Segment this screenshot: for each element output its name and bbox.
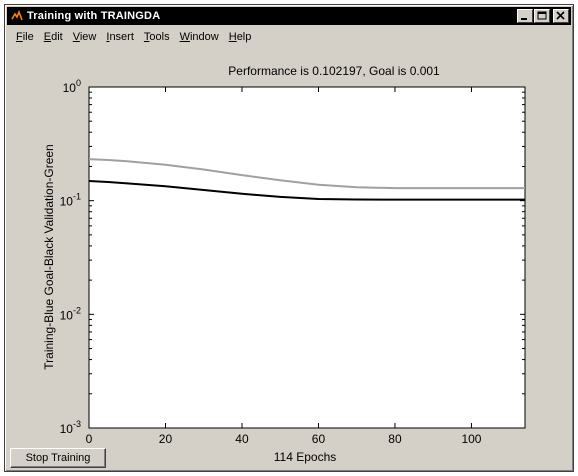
- x-tick-label: 20: [159, 432, 173, 446]
- y-tick-label: 10-3: [60, 419, 81, 436]
- chart-title: Performance is 0.102197, Goal is 0.001: [228, 64, 440, 78]
- title-bar[interactable]: Training with TRAINGDA: [7, 7, 571, 25]
- menu-file[interactable]: File: [16, 31, 34, 43]
- window-title: Training with TRAINGDA: [27, 10, 161, 22]
- minimize-icon: [521, 18, 527, 20]
- x-tick-label: 80: [388, 432, 402, 446]
- x-tick-label: 0: [86, 432, 93, 446]
- x-tick-label: 40: [235, 432, 249, 446]
- maximize-button[interactable]: [534, 9, 550, 23]
- close-button[interactable]: [553, 9, 569, 23]
- series-line-1: [88, 180, 525, 201]
- menu-window[interactable]: Window: [179, 31, 219, 43]
- x-tick-label: 100: [461, 432, 481, 446]
- close-icon: [556, 11, 565, 20]
- y-axis-label: Training-Blue Goal-Black Validation-Gree…: [42, 144, 56, 369]
- menu-view[interactable]: View: [72, 31, 97, 43]
- maximize-icon: [537, 11, 547, 20]
- y-tick-label: 10-1: [60, 192, 81, 209]
- y-tick-label: 100: [63, 78, 81, 95]
- menu-insert[interactable]: Insert: [106, 31, 134, 43]
- menu-edit[interactable]: Edit: [43, 31, 63, 43]
- plot-area: [88, 86, 526, 429]
- series-line-0: [88, 158, 525, 190]
- menu-bar: File Edit View Insert Tools Window Help: [7, 27, 571, 47]
- matlab-logo-icon: [10, 9, 24, 23]
- menu-tools[interactable]: Tools: [143, 31, 170, 43]
- minimize-button[interactable]: [517, 9, 533, 23]
- x-tick-label: 60: [312, 432, 326, 446]
- x-axis-label: 114 Epochs: [274, 450, 337, 464]
- stop-training-button[interactable]: Stop Training: [10, 448, 106, 468]
- menu-help[interactable]: Help: [228, 31, 252, 43]
- y-tick-label: 10-2: [60, 305, 81, 322]
